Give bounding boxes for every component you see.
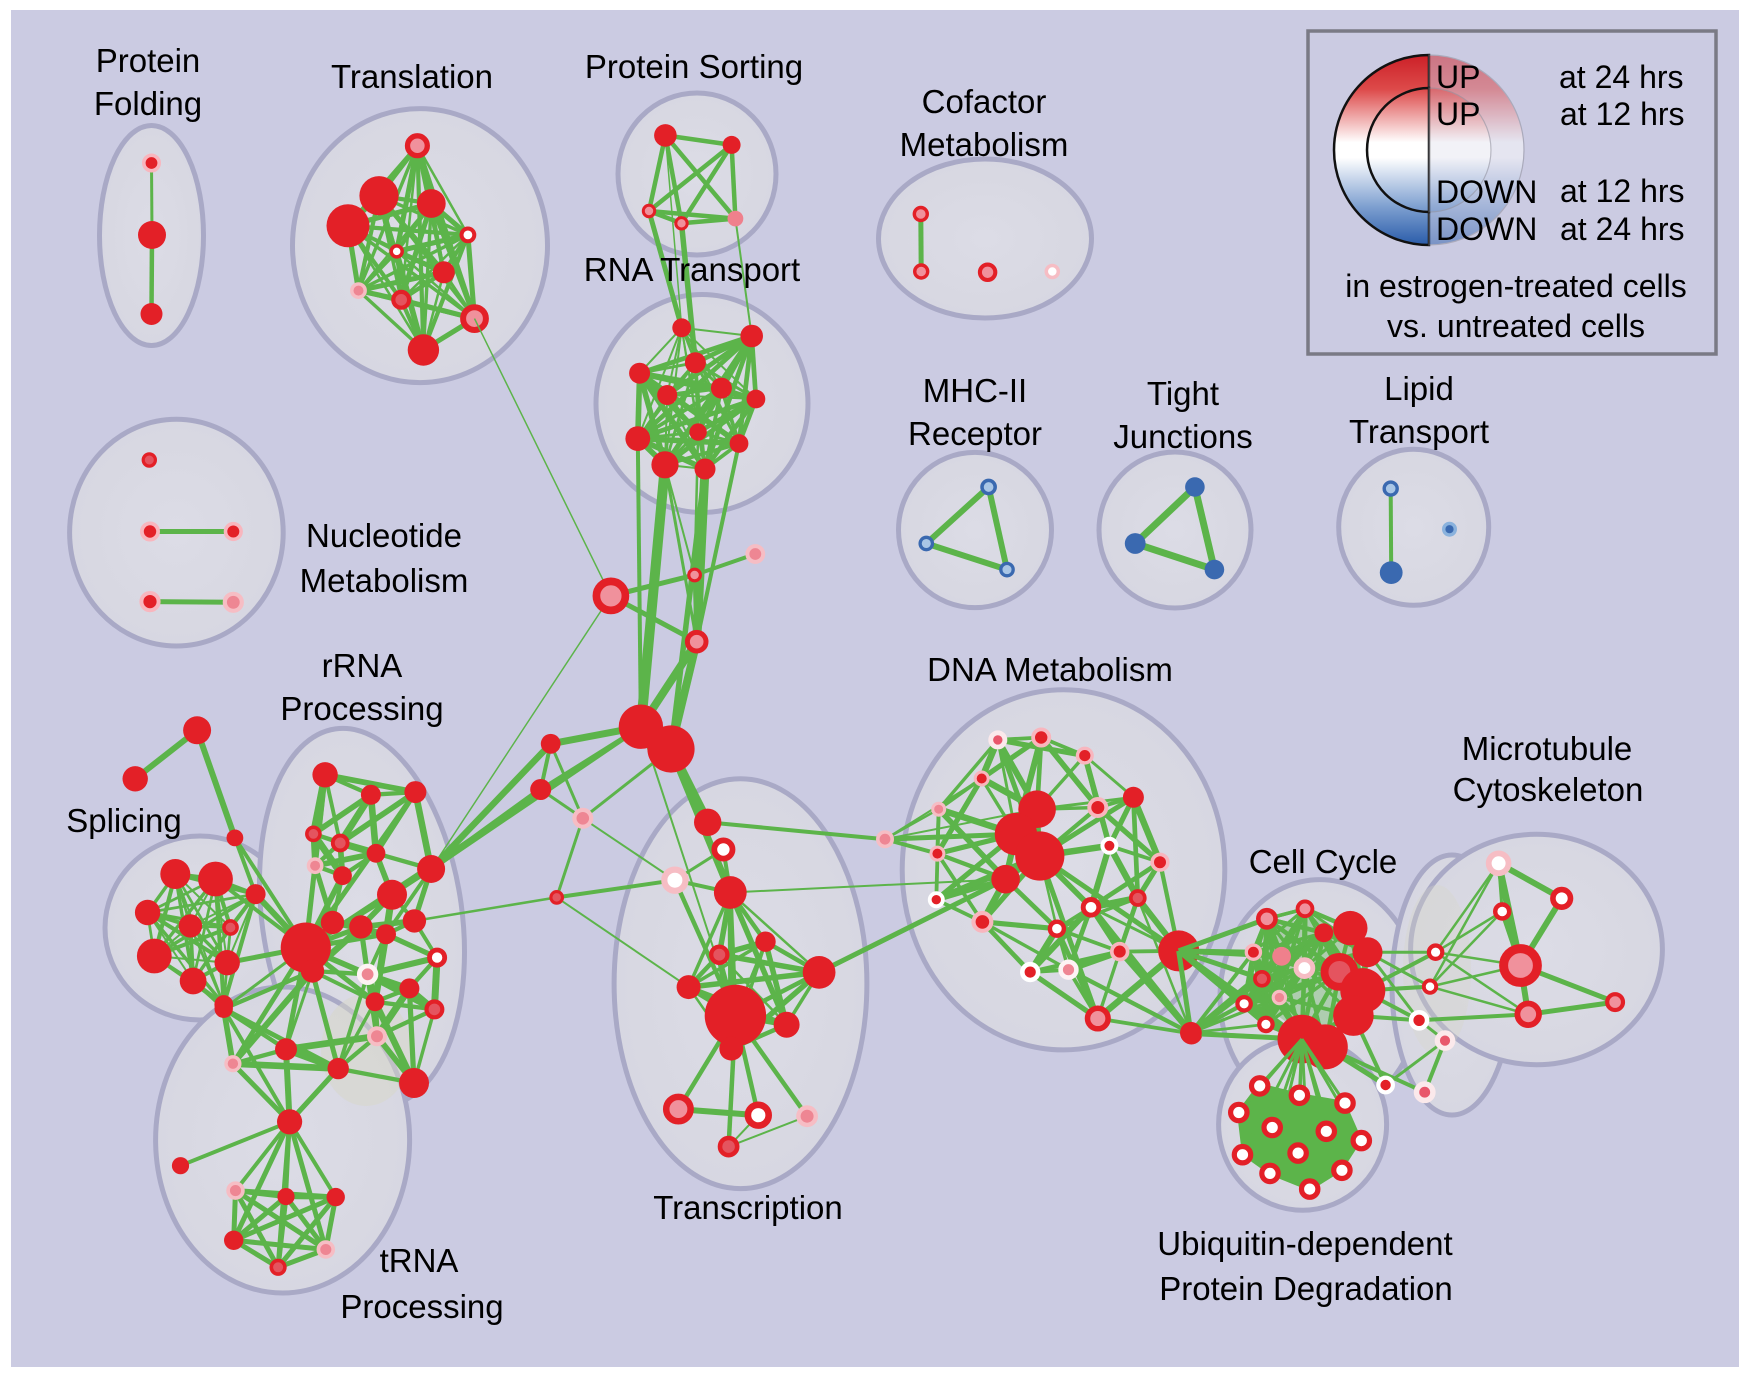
svg-text:Transport: Transport bbox=[1349, 413, 1489, 450]
svg-text:Metabolism: Metabolism bbox=[900, 126, 1069, 163]
svg-text:RNA Transport: RNA Transport bbox=[584, 251, 800, 288]
svg-text:Lipid: Lipid bbox=[1384, 370, 1454, 407]
svg-text:Microtubule: Microtubule bbox=[1462, 730, 1633, 767]
svg-text:Metabolism: Metabolism bbox=[300, 562, 469, 599]
svg-text:Folding: Folding bbox=[94, 85, 202, 122]
svg-text:Transcription: Transcription bbox=[653, 1189, 843, 1226]
svg-text:at 12 hrs: at 12 hrs bbox=[1560, 173, 1685, 209]
svg-text:Protein: Protein bbox=[96, 42, 201, 79]
svg-text:MHC-II: MHC-II bbox=[923, 372, 1027, 409]
svg-text:Splicing: Splicing bbox=[66, 802, 182, 839]
svg-text:Ubiquitin-dependent: Ubiquitin-dependent bbox=[1157, 1225, 1452, 1262]
svg-text:DNA Metabolism: DNA Metabolism bbox=[927, 651, 1173, 688]
svg-text:DOWN: DOWN bbox=[1436, 211, 1537, 247]
svg-text:Processing: Processing bbox=[340, 1288, 503, 1325]
svg-text:rRNA: rRNA bbox=[322, 647, 403, 684]
svg-text:at 12 hrs: at 12 hrs bbox=[1560, 96, 1685, 132]
svg-text:at 24 hrs: at 24 hrs bbox=[1559, 59, 1684, 95]
svg-text:Translation: Translation bbox=[331, 58, 493, 95]
svg-text:Cofactor: Cofactor bbox=[922, 83, 1047, 120]
svg-text:DOWN: DOWN bbox=[1436, 174, 1537, 210]
svg-text:Processing: Processing bbox=[280, 690, 443, 727]
svg-text:Protein Degradation: Protein Degradation bbox=[1159, 1270, 1453, 1307]
svg-text:Cell Cycle: Cell Cycle bbox=[1249, 843, 1398, 880]
svg-text:Cytoskeleton: Cytoskeleton bbox=[1453, 771, 1644, 808]
svg-text:Protein Sorting: Protein Sorting bbox=[585, 48, 803, 85]
svg-text:UP: UP bbox=[1436, 96, 1480, 132]
svg-text:Junctions: Junctions bbox=[1113, 418, 1252, 455]
svg-text:Nucleotide: Nucleotide bbox=[306, 517, 462, 554]
svg-text:Receptor: Receptor bbox=[908, 415, 1042, 452]
svg-text:at 24 hrs: at 24 hrs bbox=[1560, 211, 1685, 247]
svg-text:vs. untreated cells: vs. untreated cells bbox=[1387, 308, 1645, 344]
svg-text:in estrogen-treated cells: in estrogen-treated cells bbox=[1345, 268, 1687, 304]
svg-text:UP: UP bbox=[1436, 59, 1480, 95]
svg-text:tRNA: tRNA bbox=[380, 1242, 459, 1279]
svg-text:Tight: Tight bbox=[1147, 375, 1219, 412]
